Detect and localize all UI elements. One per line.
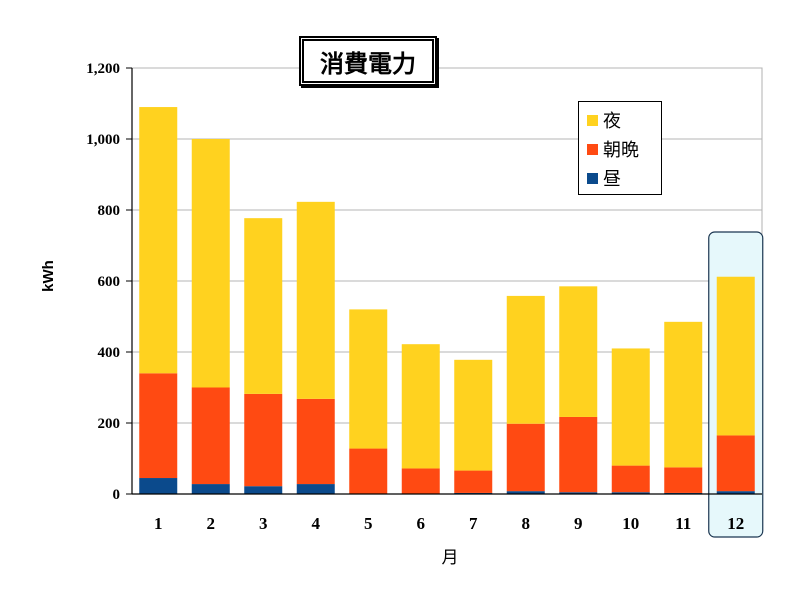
bar-segment-morning-evening xyxy=(664,467,703,493)
bar-segment-night xyxy=(296,201,335,399)
bar-segment-night xyxy=(716,276,755,436)
bar-segment-day xyxy=(716,491,755,494)
x-tick-label: 11 xyxy=(675,514,691,533)
legend-item-day: 昼 xyxy=(587,164,621,192)
x-tick-label: 1 xyxy=(154,514,163,533)
bar-segment-morning-evening xyxy=(296,398,335,485)
legend-swatch-day xyxy=(587,172,598,184)
bar-segment-morning-evening xyxy=(191,387,230,485)
bar-segment-morning-evening xyxy=(611,465,650,493)
legend-item-morning-evening: 朝晩 xyxy=(587,135,639,163)
legend-label-night: 夜 xyxy=(603,111,621,132)
bar-segment-night xyxy=(401,344,440,469)
x-tick-label: 8 xyxy=(522,514,531,533)
bar-segment-night xyxy=(611,348,650,466)
bar-segment-night xyxy=(139,107,178,374)
bar-segment-day xyxy=(244,486,283,494)
x-axis-label: 月 xyxy=(442,548,459,568)
y-tick-label: 1,200 xyxy=(86,61,120,77)
bar-segment-night xyxy=(191,139,230,388)
y-tick-label: 400 xyxy=(98,345,121,361)
bar-segment-morning-evening xyxy=(244,393,283,487)
legend: 夜 朝晩 昼 xyxy=(578,101,662,195)
bar-segment-morning-evening xyxy=(349,448,388,494)
bar-segment-night xyxy=(664,321,703,468)
x-tick-label: 6 xyxy=(417,514,426,533)
bar-segment-night xyxy=(349,309,388,449)
x-tick-label: 10 xyxy=(622,514,639,533)
bar-segment-day xyxy=(191,484,230,494)
bar-segment-morning-evening xyxy=(139,373,178,479)
legend-swatch-night xyxy=(587,114,598,126)
y-tick-label: 600 xyxy=(98,274,121,290)
y-axis-label: kWh xyxy=(40,260,57,292)
x-tick-label: 2 xyxy=(207,514,216,533)
legend-label-morning-evening: 朝晩 xyxy=(603,140,639,161)
bar-segment-night xyxy=(506,295,545,424)
bar-segment-night xyxy=(559,286,598,417)
y-tick-label: 1,000 xyxy=(86,132,120,148)
chart-title: 消費電力 xyxy=(299,36,437,86)
bar-segment-night xyxy=(454,359,493,471)
bar-segment-morning-evening xyxy=(506,423,545,492)
bar-segment-morning-evening xyxy=(716,435,755,492)
legend-item-night: 夜 xyxy=(587,106,621,134)
bar-segment-night xyxy=(244,218,283,394)
bar-segment-day xyxy=(506,491,545,494)
y-tick-label: 200 xyxy=(98,416,121,432)
x-tick-label: 7 xyxy=(469,514,478,533)
x-tick-label: 5 xyxy=(364,514,373,533)
x-tick-label: 9 xyxy=(574,514,583,533)
x-tick-label: 3 xyxy=(259,514,268,533)
bar-segment-morning-evening xyxy=(454,470,493,493)
x-tick-label: 4 xyxy=(312,514,321,533)
y-tick-label: 800 xyxy=(98,203,121,219)
bar-segment-day xyxy=(296,484,335,494)
y-tick-label: 0 xyxy=(113,487,121,503)
bar-segment-morning-evening xyxy=(401,468,440,494)
legend-label-day: 昼 xyxy=(603,169,621,190)
bar-segment-morning-evening xyxy=(559,416,598,493)
bar-segment-day xyxy=(139,478,178,494)
bar-segment-day xyxy=(559,492,598,494)
legend-swatch-morning-evening xyxy=(587,143,598,155)
bar-segment-day xyxy=(611,492,650,494)
x-tick-label: 12 xyxy=(727,514,744,533)
